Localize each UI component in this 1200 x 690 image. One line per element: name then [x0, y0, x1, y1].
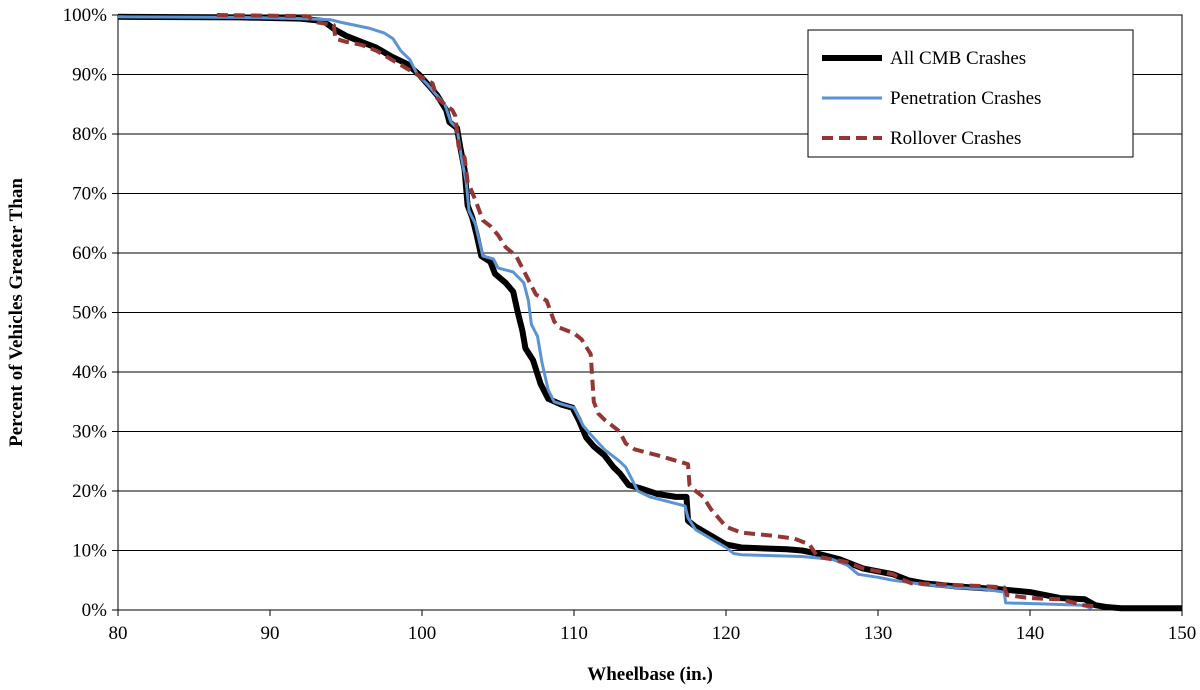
x-tick-label-6: 140 [1016, 623, 1045, 644]
x-tick-label-7: 150 [1168, 623, 1197, 644]
y-tick-label-0: 0% [82, 600, 108, 621]
legend-label-2: Rollover Crashes [890, 128, 1021, 149]
x-tick-label-4: 120 [712, 623, 741, 644]
x-axis-title: Wheelbase (in.) [587, 664, 713, 685]
x-tick-label-5: 130 [864, 623, 893, 644]
x-tick-label-0: 80 [109, 623, 128, 644]
x-axis-tick-labels: 80 90 100 110 120 130 140 150 [109, 623, 1197, 644]
legend-label-0: All CMB Crashes [890, 48, 1026, 69]
y-tick-label-3: 30% [72, 422, 107, 443]
y-tick-label-10: 100% [63, 5, 108, 26]
series-line-2 [216, 13, 1098, 609]
x-tick-label-2: 100 [408, 623, 437, 644]
y-axis-title: Percent of Vehicles Greater Than [6, 178, 27, 447]
y-tick-label-4: 40% [72, 362, 107, 383]
x-tick-label-3: 110 [560, 623, 588, 644]
series-lines [117, 13, 1182, 612]
y-axis-tick-labels: 0% 10% 20% 30% 40% 50% 60% 70% 80% 90% 100% [63, 5, 108, 621]
axis-ticks [112, 14, 1183, 616]
y-tick-label-1: 10% [72, 541, 107, 562]
legend: All CMB Crashes Penetration Crashes Rollov… [807, 29, 1134, 158]
y-tick-label-2: 20% [72, 481, 107, 502]
y-tick-label-5: 50% [72, 303, 107, 324]
legend-box [807, 29, 1134, 158]
y-tick-label-6: 60% [72, 243, 107, 264]
x-tick-label-1: 90 [261, 623, 280, 644]
legend-label-1: Penetration Crashes [890, 88, 1041, 109]
y-tick-label-8: 80% [72, 124, 107, 145]
y-tick-label-7: 70% [72, 184, 107, 205]
y-tick-label-9: 90% [72, 65, 107, 86]
